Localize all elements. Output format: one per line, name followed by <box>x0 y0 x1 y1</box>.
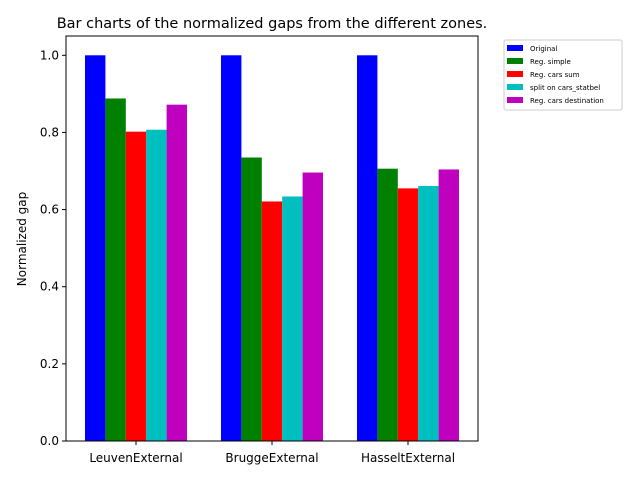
legend-swatch <box>507 97 523 103</box>
bar-2-2 <box>241 157 262 441</box>
legend-label: Original <box>530 45 557 53</box>
x-tick-label: BruggeExternal <box>225 451 318 465</box>
y-axis-label: Normalized gap <box>15 192 29 286</box>
x-tick-label: LeuvenExternal <box>89 451 182 465</box>
legend-label: split on cars_statbel <box>530 84 600 92</box>
y-tick-label: 0.2 <box>40 357 59 371</box>
axes-layer: 0.0 0.2 0.4 0.6 0.8 1.0 LeuvenExternal BruggeEx… <box>40 35 479 465</box>
y-tick-label: 0.0 <box>40 434 59 448</box>
bar-1-2 <box>221 55 242 441</box>
legend-label: Reg. cars destination <box>530 97 604 105</box>
bar-1-3 <box>357 55 378 441</box>
bar-2-3 <box>377 168 398 441</box>
bar-4-1 <box>146 129 167 442</box>
bars-layer <box>85 55 459 442</box>
legend-swatch <box>507 71 523 77</box>
y-tick-label: 0.4 <box>40 280 59 294</box>
legend-label: Reg. simple <box>530 58 571 66</box>
bar-5-1 <box>166 104 187 441</box>
chart-title: Bar charts of the normalized gaps from t… <box>57 16 488 32</box>
bar-4-2 <box>282 196 303 441</box>
x-tick-label: HasseltExternal <box>361 451 455 465</box>
y-tick-label: 0.6 <box>40 203 59 217</box>
bar-2-1 <box>105 98 126 442</box>
bar-3-3 <box>397 188 419 441</box>
bar-3-2 <box>261 201 283 441</box>
y-tick-label: 1.0 <box>40 48 59 62</box>
bar-3-1 <box>125 131 147 441</box>
bar-4-3 <box>418 186 439 441</box>
bar-1-1 <box>85 55 106 441</box>
legend: Original Reg. simple Reg. cars sum split on… <box>503 39 623 111</box>
y-tick-label: 0.8 <box>40 125 59 139</box>
legend-swatch <box>507 84 523 90</box>
legend-swatch <box>507 45 523 51</box>
legend-label: Reg. cars sum <box>530 71 580 79</box>
bar-5-3 <box>438 169 459 441</box>
bar-5-2 <box>302 172 323 442</box>
legend-frame <box>503 39 623 111</box>
legend-swatch <box>507 58 523 64</box>
